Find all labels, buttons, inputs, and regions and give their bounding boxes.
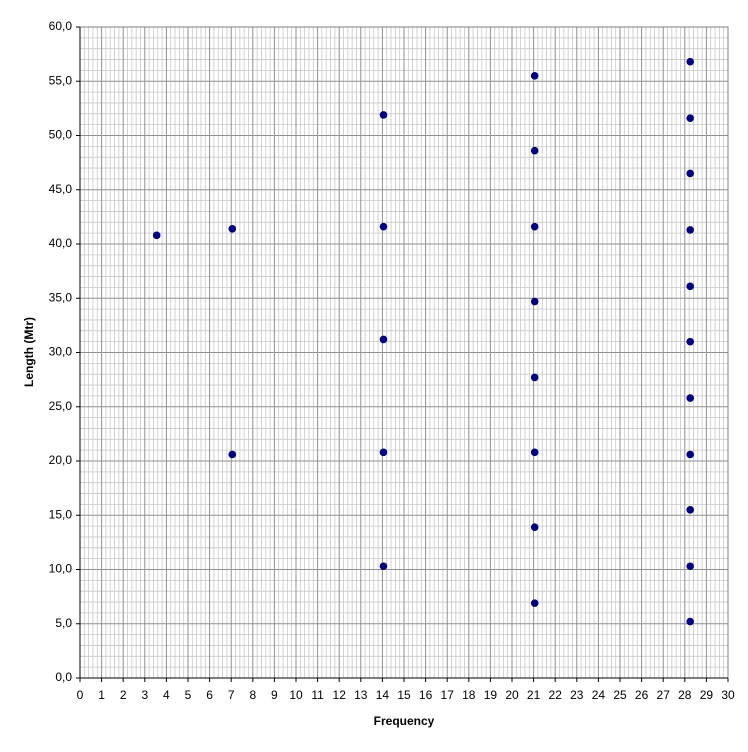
x-tick-label: 1 <box>98 688 105 702</box>
y-tick-label: 35,0 <box>49 290 73 304</box>
x-tick-label: 29 <box>700 688 714 702</box>
point <box>686 169 694 178</box>
y-tick-label: 60,0 <box>49 19 73 33</box>
point <box>686 394 694 402</box>
y-tick-label: 10,0 <box>49 562 73 576</box>
point <box>686 337 694 346</box>
x-tick-label: 9 <box>271 688 278 702</box>
x-tick-label: 19 <box>484 688 498 702</box>
x-tick-label: 11 <box>311 688 324 702</box>
x-tick-label: 13 <box>354 688 368 702</box>
point <box>379 335 388 344</box>
x-tick-label: 2 <box>120 688 127 702</box>
y-tick-label: 15,0 <box>49 507 73 521</box>
x-tick-label: 16 <box>419 688 433 702</box>
x-tick-label: 8 <box>249 688 256 702</box>
x-tick-label: 0 <box>77 688 84 702</box>
y-tick-label: 30,0 <box>49 345 73 359</box>
y-tick-label: 50,0 <box>49 128 73 142</box>
point <box>530 373 539 382</box>
y-tick-label: 0,0 <box>55 670 72 684</box>
point <box>530 222 539 231</box>
point <box>228 225 237 233</box>
y-tick-label: 55,0 <box>49 73 73 87</box>
point <box>379 222 388 231</box>
x-tick-label: 23 <box>570 688 584 702</box>
x-tick-label: 15 <box>397 688 411 702</box>
y-tick-label: 40,0 <box>49 236 73 250</box>
y-axis-label: Length (Mtr) <box>22 317 36 387</box>
point <box>686 282 694 291</box>
point <box>530 146 539 155</box>
point <box>379 562 388 571</box>
x-tick-label: 20 <box>505 688 519 702</box>
x-tick-label: 14 <box>376 688 390 702</box>
point <box>686 114 694 122</box>
x-tick-label: 24 <box>592 688 606 702</box>
point <box>686 506 694 514</box>
y-tick-label: 5,0 <box>55 616 72 630</box>
x-tick-label: 27 <box>657 688 671 702</box>
x-tick-label: 5 <box>185 688 192 702</box>
point <box>686 450 694 459</box>
x-tick-label: 22 <box>549 688 563 702</box>
point <box>379 111 388 119</box>
point <box>686 226 694 234</box>
y-tick-label: 20,0 <box>49 453 73 467</box>
point <box>530 448 539 457</box>
x-tick-label: 28 <box>678 688 692 702</box>
x-tick-label: 3 <box>141 688 148 702</box>
x-tick-label: 4 <box>163 688 170 702</box>
x-tick-label: 26 <box>635 688 649 702</box>
point <box>686 562 694 571</box>
point <box>686 617 694 626</box>
x-tick-label: 18 <box>462 688 476 702</box>
y-tick-label: 25,0 <box>49 399 73 413</box>
point <box>530 297 539 306</box>
x-tick-label: 12 <box>333 688 347 702</box>
x-axis-label: Frequency <box>374 714 435 728</box>
point <box>379 448 388 457</box>
y-tick-label: 45,0 <box>49 182 73 196</box>
x-tick-label: 10 <box>289 688 303 702</box>
x-tick-label: 21 <box>527 688 541 702</box>
x-tick-label: 6 <box>206 688 213 702</box>
x-tick-label: 25 <box>613 688 627 702</box>
point <box>530 523 539 531</box>
point <box>530 72 539 80</box>
point <box>152 231 161 240</box>
point <box>530 599 539 607</box>
point <box>686 57 694 66</box>
x-tick-label: 30 <box>721 688 735 702</box>
x-tick-label: 7 <box>228 688 235 702</box>
point <box>228 450 237 459</box>
x-tick-label: 17 <box>441 688 455 702</box>
